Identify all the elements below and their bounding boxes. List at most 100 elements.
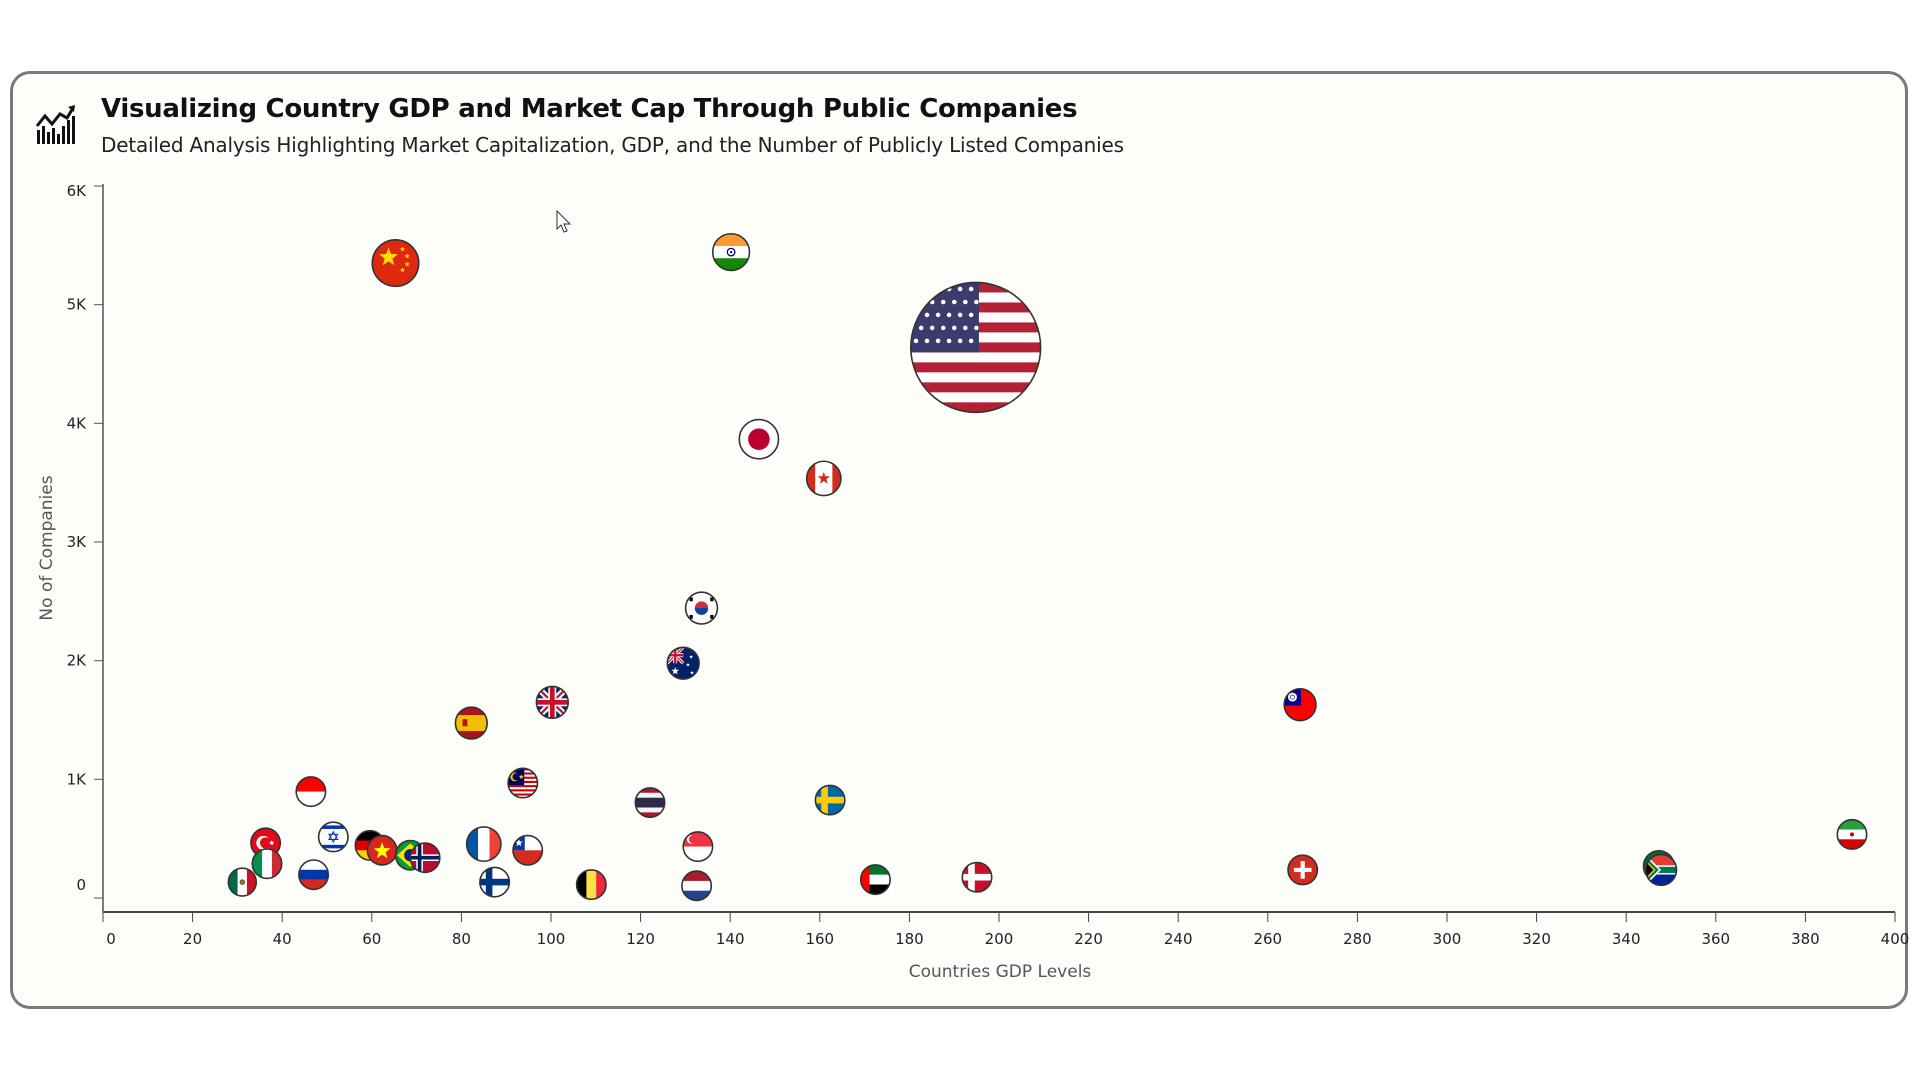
united-states-flag-icon (910, 282, 1041, 413)
bubble-outline (738, 418, 780, 460)
x-axis-title: Countries GDP Levels (909, 962, 1092, 982)
bubble-canada[interactable]: Canada (805, 460, 842, 497)
mouse-cursor-icon (556, 209, 572, 233)
x-tick-label: 240 (1164, 930, 1193, 948)
chart-card (10, 71, 1908, 1009)
bubble-united-states[interactable]: United States (909, 281, 1042, 414)
y-tick-label: 6K (67, 182, 88, 200)
bubble-outline (251, 848, 283, 880)
bubble-south-korea[interactable]: South Korea (684, 591, 719, 625)
bubble-iran[interactable]: Iran (1836, 818, 1868, 850)
x-tick-label: 140 (716, 930, 745, 948)
bubble-outline (711, 232, 751, 272)
x-tick-label: 80 (452, 930, 471, 948)
bubble-outline (1836, 818, 1868, 850)
united-arab-emirates-flag-icon (860, 864, 891, 895)
y-tick-label: 1K (67, 770, 88, 788)
bubble-netherlands[interactable]: Netherlands (681, 870, 713, 902)
bubble-outline (1283, 687, 1317, 722)
bubble-outline (575, 869, 607, 901)
x-tick-label: 260 (1253, 930, 1282, 948)
bubble-japan[interactable]: Japan (738, 418, 780, 460)
x-tick-label: 120 (626, 930, 655, 948)
spain-flag-icon (455, 707, 488, 739)
bubble-outline (535, 685, 570, 720)
y-axis-title: No of Companies (37, 475, 57, 620)
bubble-china[interactable]: China (371, 239, 420, 288)
x-tick-label: 180 (895, 930, 924, 948)
y-tick-label: 0 (76, 876, 86, 894)
x-tick-label: 380 (1791, 930, 1820, 948)
bubble-taiwan[interactable]: Taiwan (1283, 687, 1317, 722)
bubble-outline (961, 861, 993, 893)
bubble-outline (465, 826, 502, 863)
iran-flag-icon (1837, 819, 1867, 850)
bubble-outline (371, 239, 420, 288)
italy-flag-icon (252, 849, 282, 879)
bubble-thailand[interactable]: Thailand (634, 787, 666, 819)
bubble-france[interactable]: France (465, 826, 502, 863)
bubble-indonesia[interactable]: Indonesia (295, 776, 327, 808)
bubble-chile[interactable]: Chile (512, 834, 544, 866)
bubble-norway[interactable]: Norway (409, 842, 441, 874)
x-tick-label: 360 (1701, 930, 1730, 948)
bubble-outline (479, 866, 511, 898)
bubble-vietnam[interactable]: Vietnam (366, 834, 398, 866)
bubble-south-africa[interactable]: South Africa (1644, 853, 1678, 887)
bubble-outline (805, 460, 842, 497)
y-tick-label: 5K (67, 296, 88, 314)
south-africa-flag-icon (1645, 854, 1677, 886)
bubble-outline (1644, 853, 1678, 887)
bubble-outline (681, 870, 713, 902)
y-tick-label: 2K (67, 652, 88, 670)
bubble-switzerland[interactable]: Switzerland (1287, 854, 1319, 886)
indonesia-flag-icon (296, 776, 326, 807)
sweden-flag-icon (815, 785, 845, 815)
x-tick-label: 320 (1522, 930, 1551, 948)
bubble-australia[interactable]: Australia (666, 646, 700, 680)
x-tick-label: 40 (273, 930, 292, 948)
x-tick-label: 100 (537, 930, 566, 948)
bubble-united-kingdom[interactable]: United Kingdom (535, 685, 570, 720)
denmark-flag-icon (962, 862, 992, 892)
bubble-outline (634, 787, 666, 819)
chart-subtitle: Detailed Analysis Highlighting Market Ca… (101, 133, 1124, 157)
y-tick-label: 3K (67, 533, 88, 551)
bubble-singapore[interactable]: Singapore (682, 831, 714, 863)
bubble-israel[interactable]: Israel (317, 821, 349, 853)
y-tick-label: 4K (67, 414, 88, 432)
bubble-russia[interactable]: Russia (298, 859, 330, 891)
x-tick-label: 60 (362, 930, 381, 948)
bubble-outline (295, 776, 327, 808)
chart-growth-icon (35, 105, 75, 144)
bubble-finland[interactable]: Finland (479, 866, 511, 898)
bubble-mexico[interactable]: Mexico (227, 867, 258, 897)
bubble-outline (317, 821, 349, 853)
netherlands-flag-icon (681, 871, 712, 901)
x-tick-label: 400 (1881, 930, 1910, 948)
bubble-spain[interactable]: Spain (454, 706, 489, 740)
x-tick-label: 0 (106, 930, 116, 948)
bubble-united-arab-emirates[interactable]: United Arab Emirates (859, 864, 891, 896)
bubble-italy[interactable]: Italy (251, 848, 283, 880)
x-tick-label: 280 (1343, 930, 1372, 948)
taiwan-flag-icon (1284, 688, 1316, 721)
australia-flag-icon (667, 647, 700, 680)
bubble-outline (666, 646, 700, 680)
chart-title: Visualizing Country GDP and Market Cap T… (101, 94, 1078, 124)
china-flag-icon (372, 239, 419, 287)
bubble-belgium[interactable]: Belgium (575, 869, 607, 901)
bubble-outline (859, 864, 891, 896)
bubble-sweden[interactable]: Sweden (814, 784, 846, 816)
bubble-outline (909, 281, 1042, 414)
mexico-flag-icon (228, 868, 257, 897)
norway-flag-icon (410, 843, 440, 873)
x-tick-label: 340 (1612, 930, 1641, 948)
singapore-flag-icon (683, 831, 713, 862)
bubble-outline (512, 834, 544, 866)
bubble-denmark[interactable]: Denmark (961, 861, 993, 893)
bubble-outline (454, 706, 489, 740)
bubble-india[interactable]: India (711, 232, 751, 272)
bubble-malaysia[interactable]: Malaysia (507, 767, 539, 799)
